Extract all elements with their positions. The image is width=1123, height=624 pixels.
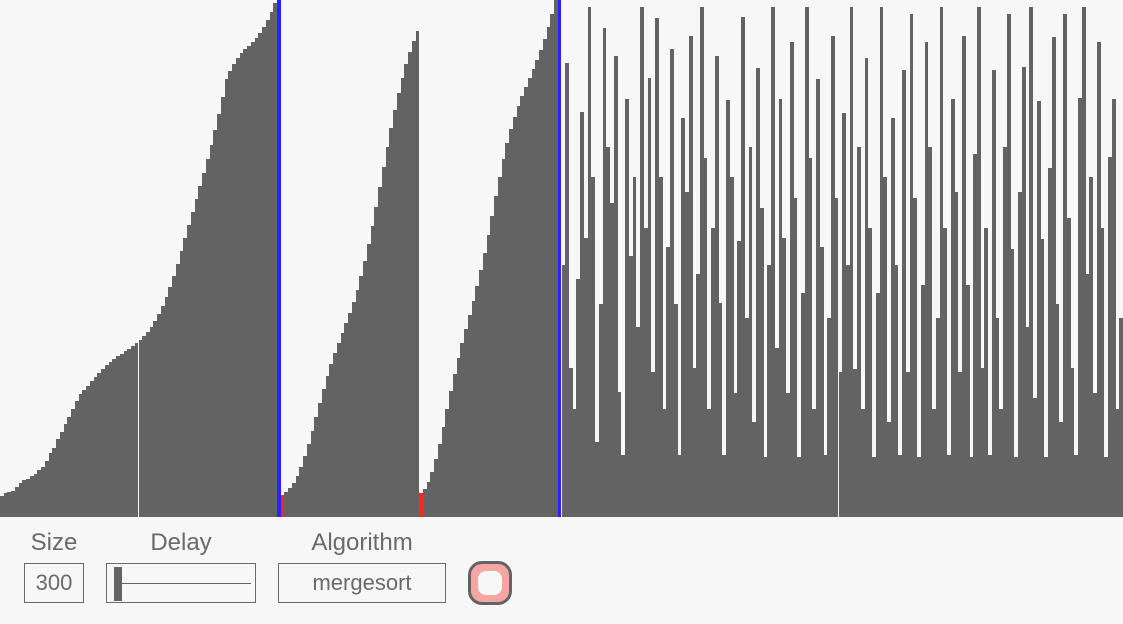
delay-slider-knob[interactable] xyxy=(114,567,122,601)
stop-icon xyxy=(478,571,502,595)
algorithm-selected-value: mergesort xyxy=(312,570,411,596)
action-button-wrap xyxy=(468,529,512,605)
delay-label: Delay xyxy=(150,529,211,557)
delay-slider-rail xyxy=(122,583,251,584)
controls-bar: Size Delay Algorithm mergesort xyxy=(0,517,1123,605)
bar xyxy=(277,0,281,517)
size-control: Size xyxy=(24,529,84,603)
delay-control: Delay xyxy=(106,529,256,603)
algorithm-control: Algorithm mergesort xyxy=(278,529,446,603)
bar xyxy=(1119,318,1123,517)
size-input[interactable] xyxy=(24,563,84,603)
sort-visualizer-chart xyxy=(0,0,1123,517)
bar xyxy=(416,31,420,517)
stop-button[interactable] xyxy=(468,561,512,605)
delay-slider[interactable] xyxy=(106,563,256,603)
algorithm-label: Algorithm xyxy=(311,529,412,557)
size-label: Size xyxy=(31,529,78,557)
algorithm-select[interactable]: mergesort xyxy=(278,563,446,603)
